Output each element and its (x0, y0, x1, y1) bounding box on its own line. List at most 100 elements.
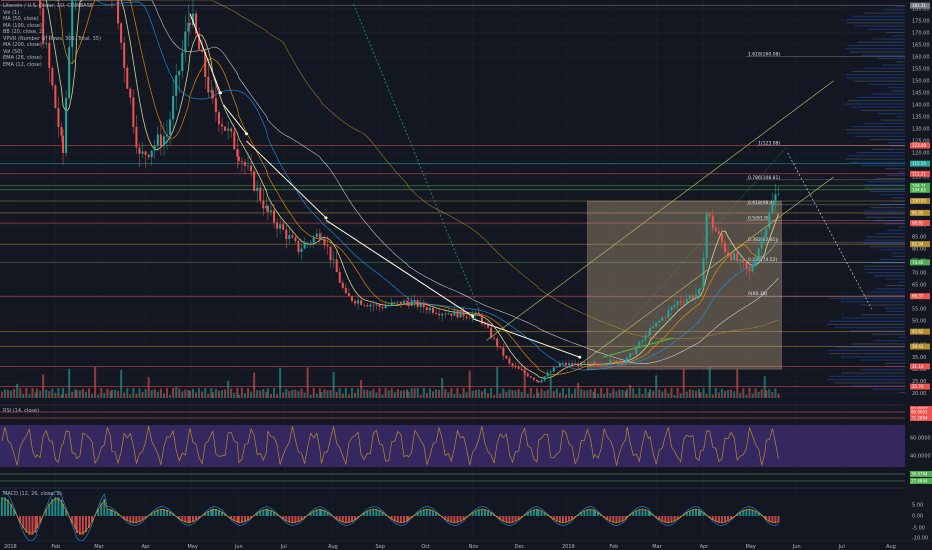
candle-body (574, 363, 577, 365)
macd-histogram-bar (487, 510, 490, 516)
macd-histogram-bar (406, 516, 409, 522)
volume-bar (187, 389, 190, 398)
channel-line (579, 176, 834, 365)
volume-bar (406, 389, 409, 398)
volume-profile-row (898, 171, 905, 173)
volume-profile-row (860, 304, 905, 306)
candle-body (291, 235, 294, 238)
macd-histogram-bar (771, 516, 774, 523)
legend-indicator[interactable]: MA (100, close) (3, 22, 42, 29)
volume-bar (543, 391, 546, 398)
macd-histogram-bar (465, 516, 468, 518)
price-tick-label: 165.00 (912, 42, 930, 48)
candle-body (39, 0, 42, 9)
volume-profile-row (896, 6, 905, 8)
time-axis[interactable]: 2018 Feb Mar Apr May Jun Jul Aug Sep Oct Nov Dec 201… (0, 540, 932, 550)
candle-body (609, 360, 612, 365)
macd-histogram-bar (350, 516, 353, 522)
price-axis[interactable]: 180.00 175.00 170.00 165.00 160.00 155.00 150.… (906, 0, 932, 550)
candle-body (629, 353, 632, 358)
rsi-label[interactable]: RSI (14, close) (3, 408, 40, 414)
volume-profile-row (861, 314, 905, 316)
volume-bar (294, 389, 297, 398)
macd-histogram-bar (110, 509, 113, 516)
volume-profile-row (864, 12, 905, 14)
volume-bar (419, 394, 422, 398)
legend-indicator[interactable]: EMA (26, close) (3, 55, 42, 61)
macd-label[interactable]: MACD (12, 26, close, 9) (3, 491, 62, 497)
macd-histogram-bar (288, 516, 291, 523)
macd-histogram-bar (477, 509, 480, 516)
legend-indicator[interactable]: BB (20, close, 2) (3, 29, 45, 35)
time-axis-bg (0, 541, 932, 550)
macd-histogram-bar (291, 516, 294, 524)
volume-bar (514, 390, 517, 398)
legend-indicator[interactable]: VPVR (Number Of Rows, 300, Total, 35) (3, 35, 101, 42)
candle-body (387, 305, 390, 307)
volume-bar (435, 389, 438, 398)
price-tick-label: 30.00 (912, 367, 926, 373)
candle-body (378, 304, 381, 307)
volume-bar (428, 388, 431, 398)
candle-body (297, 240, 300, 253)
volume-bar (763, 376, 766, 398)
candle-body (658, 320, 661, 323)
macd-histogram-bar (34, 516, 37, 533)
candle-body (363, 304, 366, 306)
macd-line (1, 490, 779, 542)
candle-body (699, 288, 702, 290)
price-badge (910, 343, 930, 350)
candle-body (641, 340, 644, 342)
volume-bar (28, 394, 31, 398)
volume-profile-row (872, 333, 905, 335)
price-badge-label: 115.55 (912, 161, 926, 166)
volume-bar (126, 388, 129, 398)
candle-body (555, 366, 558, 368)
macd-histogram-bar (688, 510, 691, 516)
macd-histogram-bar (597, 512, 600, 516)
fib-levels: 1.618(160.08) 1(123.08) 0.786(108.81) 0.618… (746, 52, 905, 297)
volume-bar (664, 388, 667, 398)
candle-body (103, 0, 106, 1)
volume-bar (592, 391, 595, 398)
macd-histogram-bar (396, 516, 399, 523)
legend-indicator[interactable]: EMA (12, close) (3, 61, 42, 68)
volume-bar (505, 391, 508, 398)
macd-histogram-bar (303, 516, 306, 518)
volume-profile-row (877, 57, 905, 60)
legend-indicator[interactable]: Vol (50) (3, 48, 23, 55)
candle-body (347, 293, 350, 297)
macd-histogram-bar (375, 509, 378, 516)
candle-body (109, 0, 112, 1)
volume-bar (529, 388, 532, 398)
dashed-trendline (353, 3, 480, 310)
candle-body (673, 305, 676, 307)
macd-histogram-bar (586, 509, 589, 516)
volume-profile-row (887, 142, 905, 144)
volume-bar (221, 390, 224, 398)
volume-profile-row (860, 359, 905, 361)
volume-bar (276, 394, 279, 398)
volume-profile-row (898, 281, 905, 283)
macd-histogram-bar (468, 514, 471, 516)
volume-bar (256, 390, 259, 398)
candle-body (552, 367, 555, 372)
price-badge (910, 2, 930, 9)
candle-body (480, 315, 483, 324)
macd-histogram-bar (236, 516, 239, 523)
legend-indicator[interactable]: MA (50, close) (3, 16, 39, 22)
candle-body (757, 248, 760, 261)
candle-body (644, 334, 647, 341)
volume-profile-row (879, 194, 905, 196)
fib-label: 0(60.38) (748, 291, 768, 297)
candle-body (733, 252, 736, 261)
legend-indicator[interactable]: MA (200, close) (3, 42, 42, 48)
candle-body (201, 49, 204, 52)
macd-histogram-bar (204, 513, 207, 516)
volume-bar (511, 390, 514, 398)
volume-bar (699, 392, 702, 398)
legend-indicator[interactable]: Vol (1) (3, 9, 20, 16)
volume-bar (247, 388, 250, 398)
macd-histogram-bar (641, 508, 644, 516)
